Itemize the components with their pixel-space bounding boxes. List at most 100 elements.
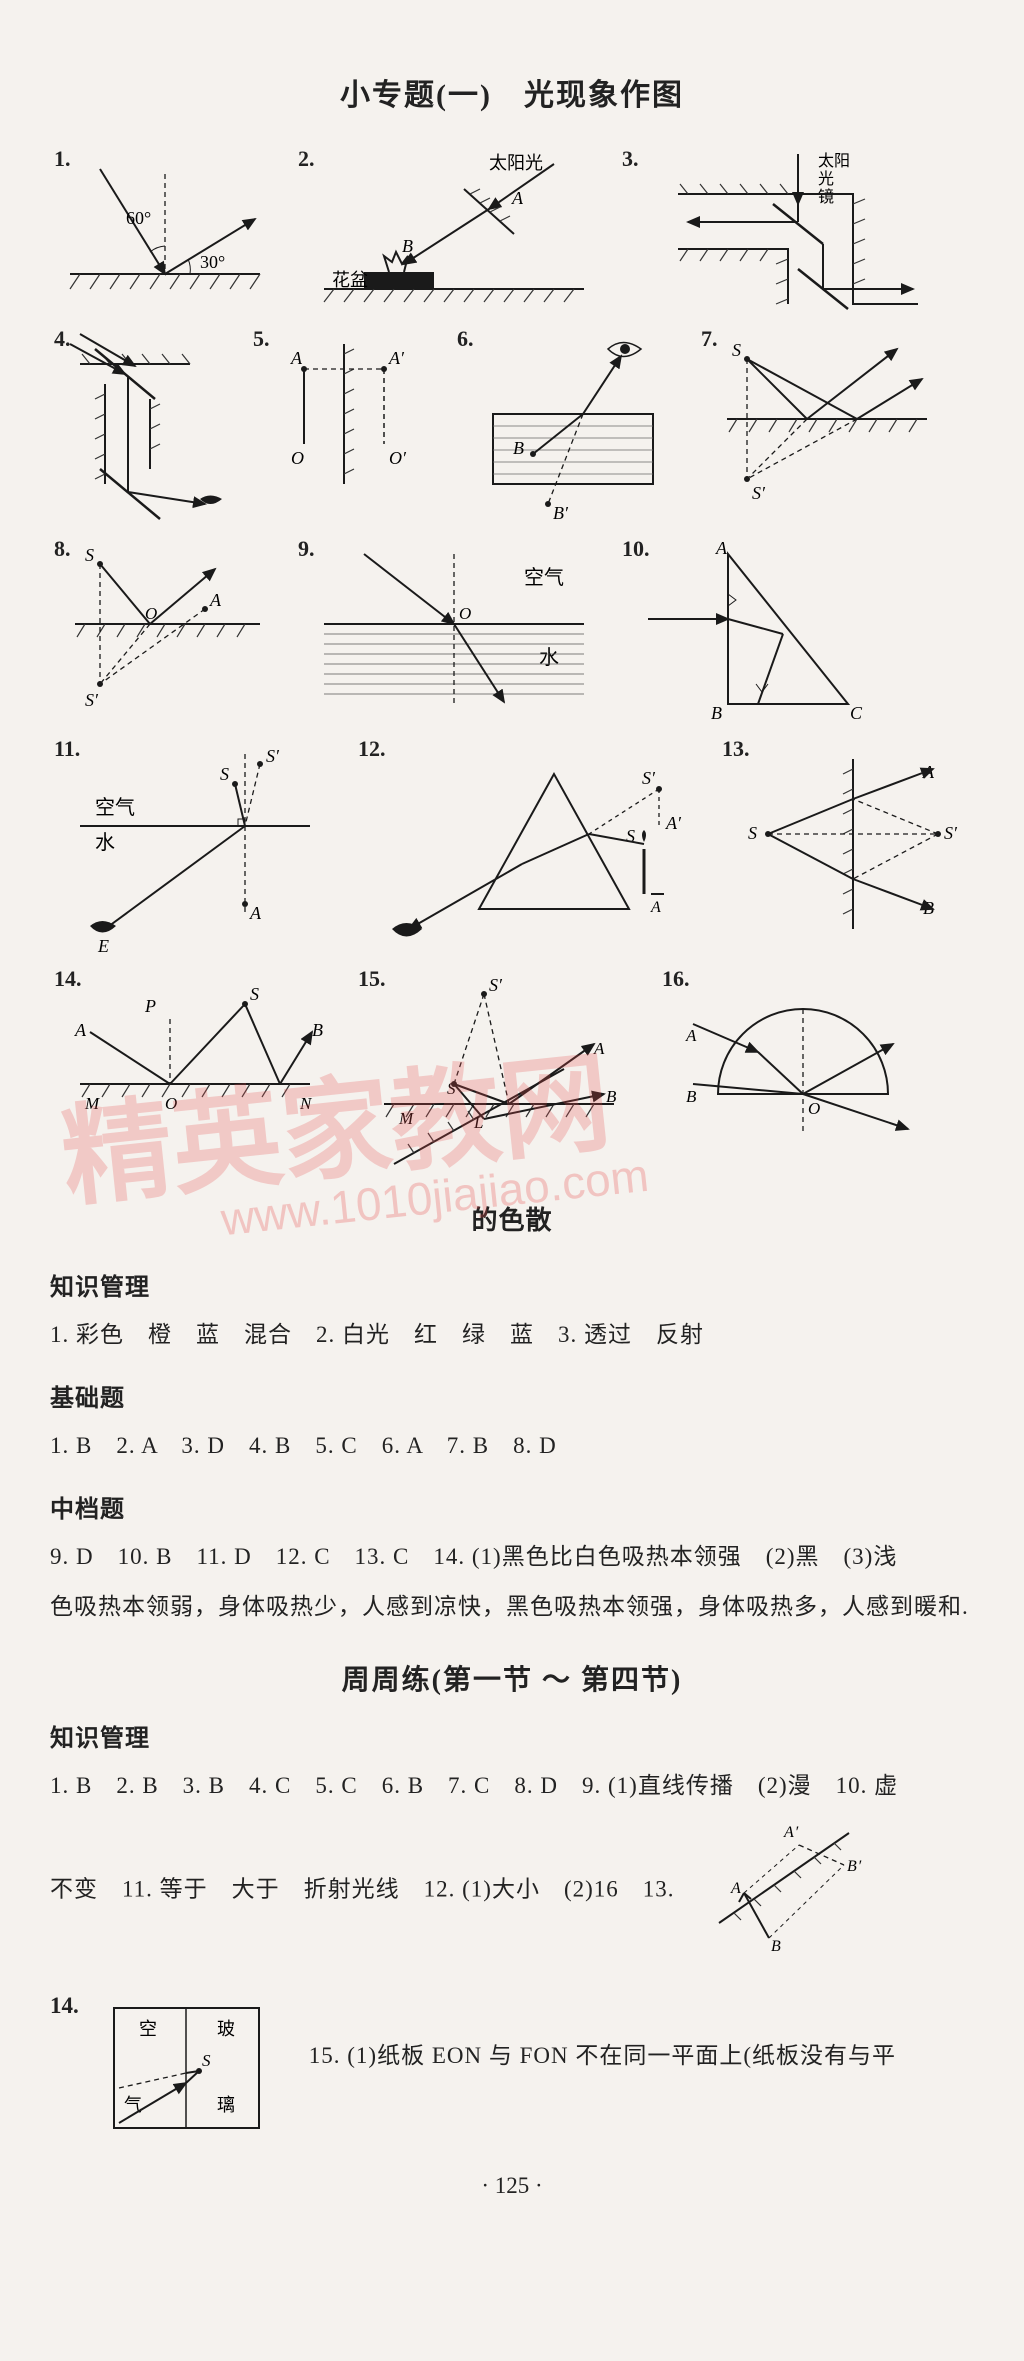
section-head-zsgl2: 知识管理 — [50, 1718, 974, 1753]
figure-9: 9. 空气 水 O — [294, 534, 604, 724]
label-A: A — [593, 1039, 605, 1058]
fig-number: 8. — [54, 536, 71, 562]
label-A: A — [290, 348, 303, 368]
fig-number: 16. — [662, 966, 690, 992]
label-Sp: S′ — [944, 823, 958, 843]
figure-1: 1. 60° — [50, 144, 280, 314]
water-label: 水 — [539, 646, 559, 669]
fig-number: 14. — [54, 966, 82, 992]
fig-number: 13. — [722, 736, 750, 762]
label-A: A — [650, 899, 661, 916]
figure-10: 10. A B C — [618, 534, 868, 724]
label-A: A — [249, 903, 262, 923]
q15-text: 15. (1)纸板 EON 与 FON 不在同一平面上(纸板没有与平 — [309, 2033, 974, 2079]
label-B: B — [312, 1020, 323, 1040]
label-O: O — [459, 604, 471, 623]
figure-14: 14. M O N S P A B — [50, 964, 340, 1179]
figure-13: 13. S S′ A B — [718, 734, 968, 954]
label-S: S — [250, 984, 259, 1004]
zsgl2-line2: 不变 11. 等于 大于 折射光线 12. (1)大小 (2)16 13. A … — [50, 1813, 974, 1969]
label-O: O — [165, 1094, 177, 1113]
label-B: B — [402, 236, 413, 256]
label-A: A — [715, 538, 728, 558]
label-A: A — [685, 1026, 697, 1045]
q13-figure: A B A′ B′ — [689, 1813, 879, 1969]
figure-2: 2. 太阳光 A B — [294, 144, 604, 314]
label-A: A — [730, 1880, 742, 1897]
sun-label: 太阳 — [818, 152, 850, 170]
label-Sp: S′ — [642, 768, 656, 788]
figure-3: 3. 太阳 光 镜 — [618, 144, 948, 314]
label-S: S — [732, 340, 741, 360]
mirror-label: 镜 — [818, 187, 834, 206]
section-head-mid: 中档题 — [50, 1489, 974, 1524]
fig-number: 9. — [298, 536, 315, 562]
page-title: 小专题(一) 光现象作图 — [50, 70, 974, 114]
q14-glass2: 璃 — [217, 2095, 235, 2115]
label-Sp: S′ — [752, 483, 766, 503]
figure-grid: 1. 60° — [50, 144, 974, 1179]
zsgl1-line1: 1. 彩色 橙 蓝 混合 2. 白光 红 绿 蓝 3. 透过 反射 — [50, 1312, 974, 1358]
zzl-title: 周周练(第一节 ～ 第四节) — [50, 1658, 974, 1698]
label-M: M — [398, 1109, 414, 1128]
fig-number: 2. — [298, 146, 315, 172]
label-B: B — [771, 1938, 782, 1953]
angle-30: 30° — [200, 252, 225, 272]
q14-num: 14. — [50, 1993, 79, 2018]
light-label: 光 — [818, 170, 834, 188]
label-Bp: B′ — [553, 503, 569, 523]
label-C: C — [850, 703, 863, 723]
fig-number: 6. — [457, 326, 474, 352]
figure-8: 8. S O A S′ — [50, 534, 280, 724]
label-Sp: S′ — [266, 746, 280, 766]
label-Sp: S′ — [489, 975, 503, 995]
figure-11: 11. 空气 水 S S′ A E — [50, 734, 340, 954]
zsgl2-line1: 1. B 2. B 3. B 4. C 5. C 6. B 7. C 8. D … — [50, 1763, 974, 1809]
figure-7: 7. S S′ — [697, 324, 947, 524]
fig-number: 7. — [701, 326, 718, 352]
label-S: S — [220, 764, 229, 784]
q14-figure: 14. 空 玻 气 璃 S — [50, 1993, 279, 2143]
water-label: 水 — [95, 831, 115, 854]
angle-60: 60° — [126, 208, 151, 228]
label-A: A — [209, 590, 222, 610]
q14-air: 空 — [139, 2019, 157, 2039]
figure-5: 5. A O A′ O′ — [249, 324, 439, 524]
label-Ap: A′ — [665, 813, 682, 833]
label-A: A — [511, 188, 524, 208]
label-Bp: B′ — [847, 1858, 862, 1875]
figure-6: 6. B B′ — [453, 324, 683, 524]
label-P: P — [144, 996, 156, 1016]
label-Ap: A′ — [783, 1824, 799, 1841]
label-O: O — [291, 448, 304, 468]
section-head-basic: 基础题 — [50, 1378, 974, 1413]
fig-number: 4. — [54, 326, 71, 352]
fig-number: 10. — [622, 536, 650, 562]
fig-number: 3. — [622, 146, 639, 172]
mid-line2: 色吸热本领弱，身体吸热少，人感到凉快，黑色吸热本领强，身体吸热多，人感到暖和. — [50, 1584, 974, 1630]
label-B: B — [686, 1087, 697, 1106]
figure-15: 15. S′ M L S — [354, 964, 644, 1179]
figure-4: 4. — [50, 324, 235, 524]
fig-number: 12. — [358, 736, 386, 762]
q14-S: S — [202, 2051, 211, 2070]
label-A: A — [74, 1020, 87, 1040]
mid-line1: 9. D 10. B 11. D 12. C 13. C 14. (1)黑色比白… — [50, 1534, 974, 1580]
fig-number: 5. — [253, 326, 270, 352]
basic-line: 1. B 2. A 3. D 4. B 5. C 6. A 7. B 8. D — [50, 1423, 974, 1469]
label-O: O — [808, 1099, 820, 1118]
figure-16: 16. O A B — [658, 964, 948, 1179]
pot-label: 花盆 — [332, 270, 368, 290]
page-number: · 125 · — [50, 2173, 974, 2199]
section-head-zsgl1: 知识管理 — [50, 1267, 974, 1302]
figure-12: 12. S S′ A′ A — [354, 734, 704, 954]
air-label: 空气 — [524, 566, 564, 589]
label-S: S — [85, 545, 94, 565]
label-E: E — [97, 936, 109, 954]
label-S: S — [748, 823, 757, 843]
dispersion-title: 的色散 — [50, 1195, 974, 1247]
label-Sp: S′ — [85, 690, 99, 710]
label-B: B — [513, 438, 524, 458]
label-M: M — [84, 1094, 100, 1113]
sun-label: 太阳光 — [489, 153, 543, 173]
